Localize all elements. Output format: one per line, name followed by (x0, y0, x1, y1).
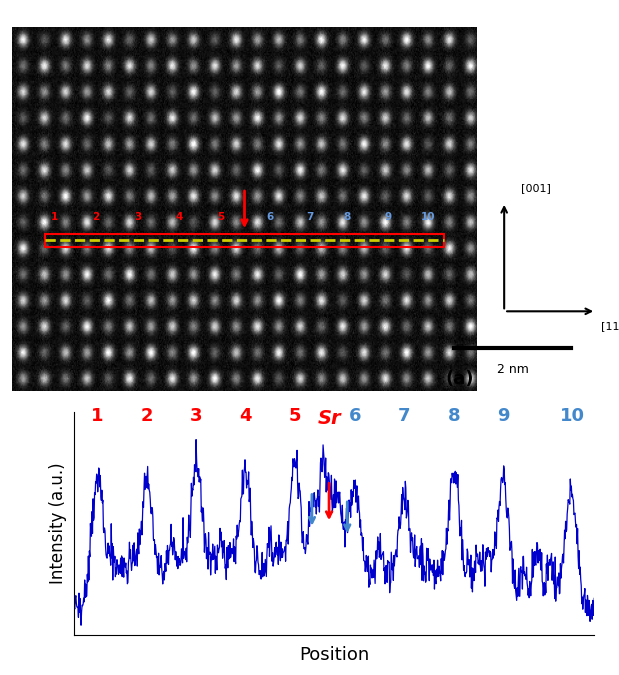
Text: 8: 8 (343, 212, 350, 222)
Text: 7: 7 (398, 407, 410, 425)
Text: 10: 10 (560, 407, 585, 425)
Text: 1: 1 (92, 407, 104, 425)
Y-axis label: Intensity (a.u.): Intensity (a.u.) (50, 462, 67, 584)
Text: 7: 7 (306, 212, 313, 222)
Text: 9: 9 (385, 212, 392, 222)
Text: (a): (a) (446, 370, 474, 388)
Text: Sr: Sr (318, 410, 341, 429)
Text: 3: 3 (190, 407, 202, 425)
Text: 3: 3 (134, 212, 141, 222)
Text: 4: 4 (176, 212, 183, 222)
Text: 5: 5 (218, 212, 225, 222)
Text: 6: 6 (266, 212, 274, 222)
X-axis label: Position: Position (299, 645, 370, 664)
Text: 5: 5 (289, 407, 301, 425)
Text: 10: 10 (421, 212, 435, 222)
Text: 4: 4 (240, 407, 252, 425)
Text: 8: 8 (448, 407, 460, 425)
Text: 2: 2 (141, 407, 154, 425)
Text: [001]: [001] (521, 183, 551, 193)
Text: 2: 2 (92, 212, 100, 222)
Text: 9: 9 (497, 407, 509, 425)
Text: 1: 1 (51, 212, 58, 222)
Text: 6: 6 (349, 407, 361, 425)
Text: 2 nm: 2 nm (496, 363, 529, 376)
Text: [110]: [110] (601, 321, 619, 331)
Bar (45, 234, 444, 247)
